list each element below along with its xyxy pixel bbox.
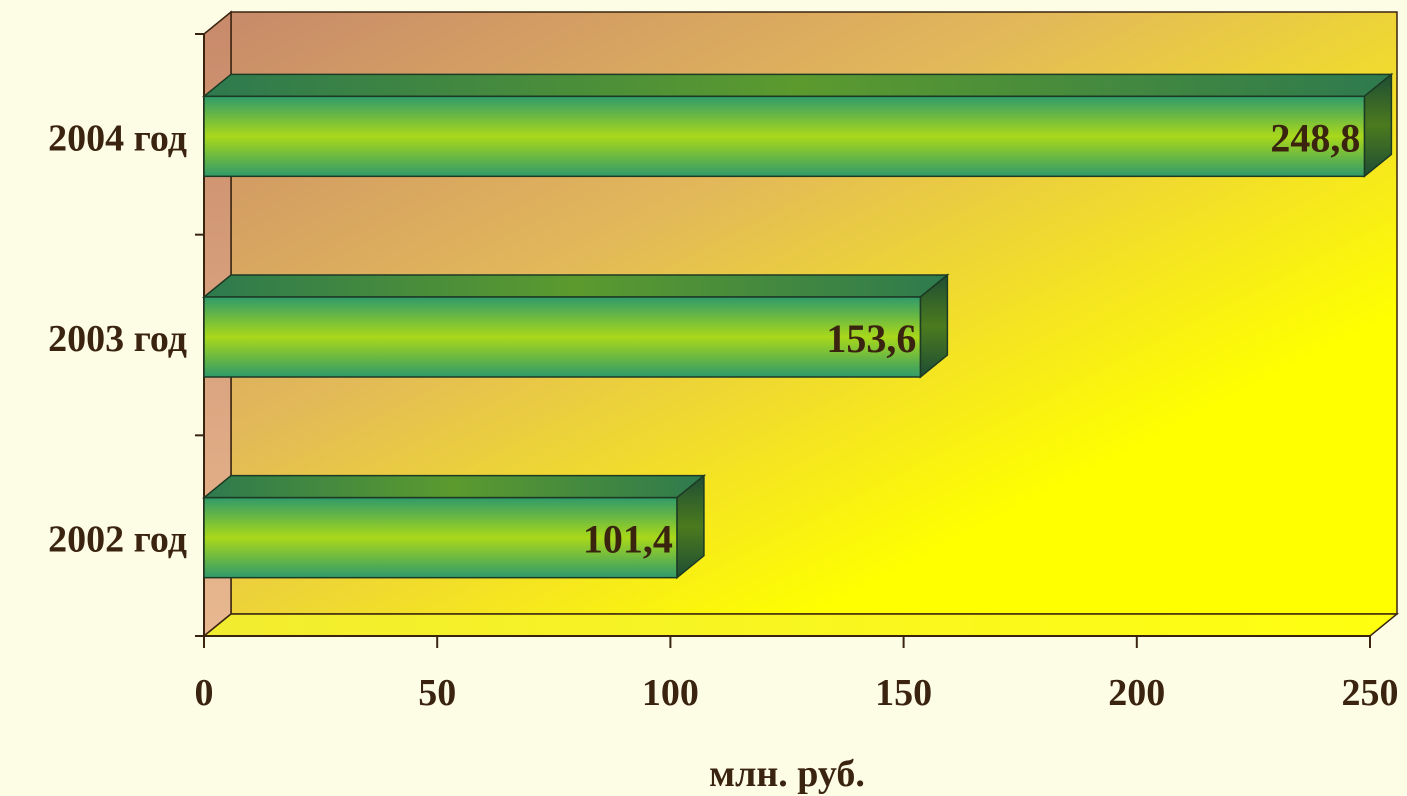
x-tick-label-2: 100 (642, 672, 699, 714)
category-label-2: 2002 год (48, 519, 187, 561)
plot-floor (201, 613, 1400, 637)
x-tick-label-4: 200 (1108, 672, 1165, 714)
bar-top-1 (201, 274, 950, 298)
bar-value-label-0: 248,8 (1270, 115, 1360, 160)
bar-group-1: 153,6 (201, 273, 950, 379)
bar-0 (203, 95, 1366, 178)
bar-group-2: 101,4 (201, 474, 707, 580)
x-tick-label-0: 0 (195, 672, 214, 714)
bar-value-label-1: 153,6 (826, 316, 916, 361)
bar-top-2 (201, 474, 707, 499)
y-axis-ticks (195, 33, 204, 637)
bar-group-0: 248,8 (201, 72, 1394, 178)
bar-1 (203, 296, 922, 378)
x-axis-title: млн. руб. (709, 753, 865, 795)
bar-2 (203, 496, 678, 579)
bar-value-label-2: 101,4 (583, 517, 673, 562)
bar-top-0 (201, 73, 1394, 98)
category-labels: 2004 год 2003 год 2002 год (48, 117, 187, 560)
x-tick-labels: 0 50 100 150 200 250 (195, 672, 1399, 714)
bar-series: 248,8 153,6 101,4 (201, 72, 1394, 580)
x-axis-ticks (203, 636, 1371, 648)
x-tick-label-5: 250 (1342, 672, 1399, 714)
category-label-1: 2003 год (48, 318, 187, 360)
category-label-0: 2004 год (48, 117, 187, 159)
x-tick-label-1: 50 (418, 672, 456, 714)
x-tick-label-3: 150 (875, 672, 932, 714)
